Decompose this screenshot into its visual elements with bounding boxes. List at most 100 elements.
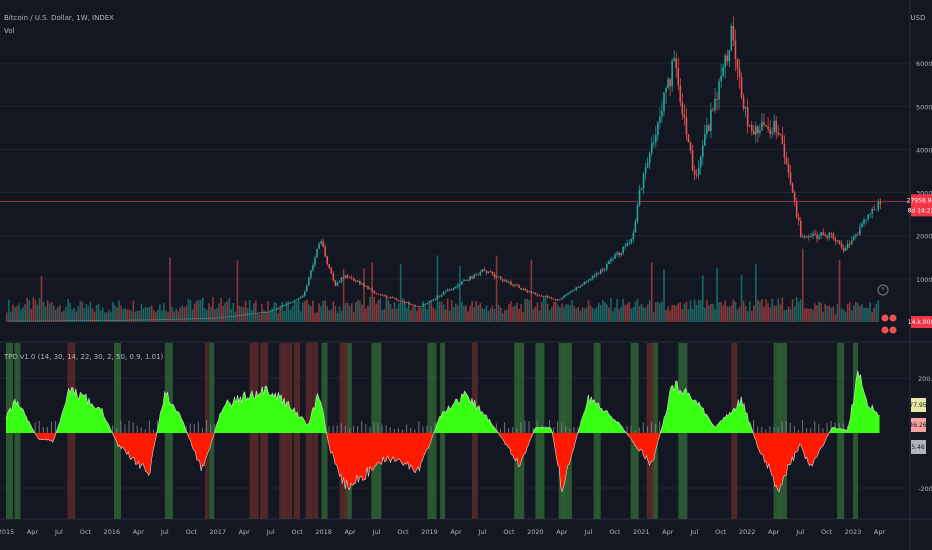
volume-bar [597,302,600,322]
volume-bar [840,308,843,322]
volume-bar [763,306,765,322]
histogram-bar [365,424,367,433]
candle [508,281,510,283]
volume-bar [530,259,533,322]
volume-bar [261,304,263,322]
volume-bar [740,275,743,322]
volume-bar [342,269,345,322]
volume-bar [77,306,80,322]
histogram-bar [785,421,787,433]
buy-zone [651,343,658,519]
volume-bar [346,302,349,322]
volume-bar [704,307,706,322]
histogram-bar [332,425,334,433]
symbol-title[interactable]: Bitcoin / U.S. Dollar, 1W, INDEX [4,14,114,22]
candle [336,282,339,286]
candle [381,294,384,296]
candle [620,252,622,256]
candle [108,320,110,322]
candle [91,320,94,322]
candle [681,102,684,115]
candle [175,318,177,320]
candle [448,289,451,291]
volume-bar [679,302,682,322]
candle [77,320,80,322]
volume-bar [765,299,767,322]
candle [197,318,200,320]
candle [548,297,551,299]
candle [791,183,794,193]
candle [85,320,88,322]
volume-bar [855,301,857,322]
volume-bar [140,303,143,322]
volume-bar [579,310,582,322]
histogram-bar [381,424,383,433]
volume-bar [338,306,341,322]
volume-bar [359,300,361,322]
volume-bar [440,301,443,322]
indicator-label[interactable]: TPD v1.0 (14, 30, 14, 22, 30, 2, 50, 0.9… [4,353,164,361]
candle [691,150,694,171]
volume-bar [114,305,116,322]
candle [279,306,282,308]
histogram-bar [197,421,199,433]
histogram-bar [806,428,808,433]
volume-bar [242,306,245,322]
volume-bar [297,300,300,322]
candle [493,274,496,278]
candle [201,318,204,320]
candle [842,247,845,251]
volume-bar [10,311,12,322]
time-axis-label: 2019 [421,528,438,536]
candle [167,319,169,320]
candle [569,291,571,293]
candle [267,312,269,313]
indicator-axis-tick: -200.00 [918,485,932,493]
volume-bar [108,309,110,322]
volume-bar [159,304,161,322]
volume-bar [503,309,506,322]
candle [716,98,718,100]
indicator-value-tag: 77.95 [909,402,926,409]
volume-bar [650,262,653,322]
candle [636,205,639,222]
candle [534,292,537,295]
candle [685,117,688,135]
volume-bar [667,306,669,322]
candle [879,202,882,204]
volume-bar [422,301,424,322]
time-axis-label: Jul [583,528,592,536]
volume-bar [101,307,104,322]
candle [261,312,263,314]
candle [450,289,453,291]
volume-bar [808,308,810,322]
volume-bar [877,300,880,322]
candle [367,285,369,289]
candle [689,142,692,151]
candle [142,319,145,321]
volume-bar [575,308,578,322]
volume-bar [867,308,869,322]
candle [728,50,731,62]
candle [479,271,482,275]
histogram-bar [124,424,126,433]
candle [455,286,457,289]
candle [38,320,41,322]
volume-bar [328,310,331,322]
volume-label[interactable]: Vol [4,27,15,35]
buy-zone [344,343,352,519]
candle [736,58,739,69]
volume-bar [567,304,569,322]
candle [838,240,841,244]
volume-bar [122,309,124,322]
volume-bar [218,303,220,322]
candle [159,319,161,321]
histogram-bar [352,425,355,433]
volume-bar [528,300,531,322]
candle [673,58,675,61]
candle [875,209,878,211]
volume-bar [844,311,847,322]
candle [830,232,833,234]
candle [520,288,522,290]
